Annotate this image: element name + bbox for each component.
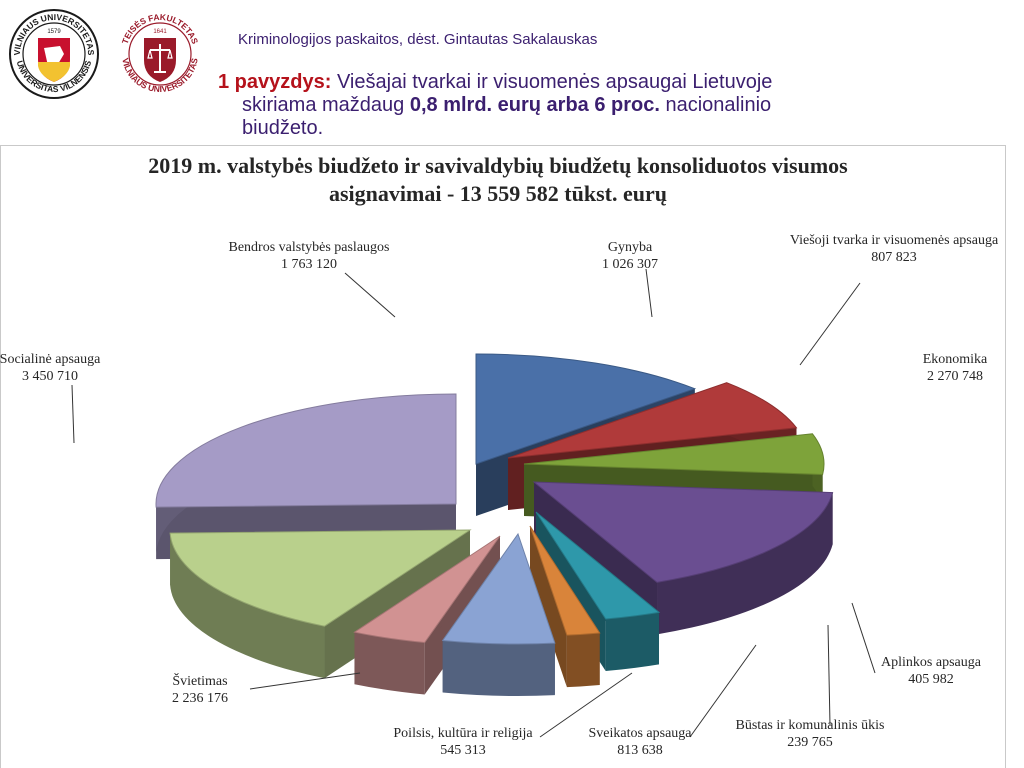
slice-name-label: Švietimas — [172, 672, 227, 689]
example-text: 1 pavyzdys: Viešajai tvarkai ir visuomen… — [218, 71, 878, 140]
vilnius-university-logo: VILNIAUS UNIVERSITETAS UNIVERSITAS VILNE… — [9, 9, 99, 99]
leader-line — [799, 282, 861, 366]
example-bold: 0,8 mlrd. eurų arba 6 proc. — [409, 94, 660, 116]
slice-value-label: 813 638 — [617, 743, 663, 758]
slice-value-label: 545 313 — [440, 743, 486, 758]
slice-value-label: 405 982 — [908, 672, 954, 687]
example-text-1: Viešajai tvarkai ir visuomenės apsaugai … — [336, 71, 773, 93]
slice-name-label: Socialinė apsauga — [0, 352, 101, 367]
slice-name-label: Būstas ir komunalinis ūkis — [736, 718, 885, 733]
leader-line — [249, 672, 361, 690]
slice-value-label: 2 236 176 — [172, 691, 228, 706]
leader-line — [344, 272, 396, 318]
budget-pie-chart: 2019 m. valstybės biudžeto ir savivaldyb… — [0, 153, 999, 758]
slice-value-label: 3 450 710 — [22, 369, 78, 384]
svg-text:1641: 1641 — [153, 29, 167, 35]
pie-slice — [441, 532, 556, 696]
leader-line — [71, 384, 75, 444]
leader-line — [689, 644, 757, 738]
example-prefix: 1 pavyzdys: — [218, 71, 332, 93]
leader-line — [851, 602, 876, 674]
example-text-3: biudžeto. — [242, 117, 324, 139]
slice-name-label: Gynyba — [608, 240, 653, 255]
law-faculty-logo: TEISĖS FAKULTETAS VILNIAUS UNIVERSITETAS… — [116, 10, 204, 98]
svg-text:1579: 1579 — [47, 29, 61, 35]
slice-value-label: 1 026 307 — [602, 257, 658, 272]
pie-slice — [529, 525, 601, 688]
slice-name-label: Viešoji tvarka ir visuomenės apsauga — [790, 233, 999, 248]
slice-value-label: 239 765 — [787, 735, 833, 750]
course-header: Kriminologijos paskaitos, dėst. Gintauta… — [238, 31, 598, 48]
slice-name-label: Aplinkos apsauga — [881, 655, 982, 670]
pie-slice — [535, 511, 661, 671]
slice-value-label: 807 823 — [871, 250, 917, 265]
chart-title-line-2: asignavimai - 13 559 582 tūkst. eurų — [329, 181, 667, 206]
chart-frame — [0, 145, 1006, 768]
slice-value-label: 1 763 120 — [281, 257, 337, 272]
slice-name-label: Sveikatos apsauga — [588, 726, 692, 741]
leader-line — [827, 624, 831, 726]
example-text-2a: skiriama maždaug — [242, 94, 410, 116]
leader-line — [645, 268, 653, 318]
slice-value-label: 2 270 748 — [927, 369, 983, 384]
example-text-2b: nacionalinio — [659, 94, 772, 116]
slice-name-label: Bendros valstybės paslaugos — [229, 240, 390, 255]
slice-name-label: Poilsis, kultūra ir religija — [393, 726, 533, 741]
chart-title-line-1: 2019 m. valstybės biudžeto ir savivaldyb… — [148, 153, 848, 178]
slice-name-label: Ekonomika — [923, 352, 988, 367]
leader-line — [539, 672, 633, 738]
